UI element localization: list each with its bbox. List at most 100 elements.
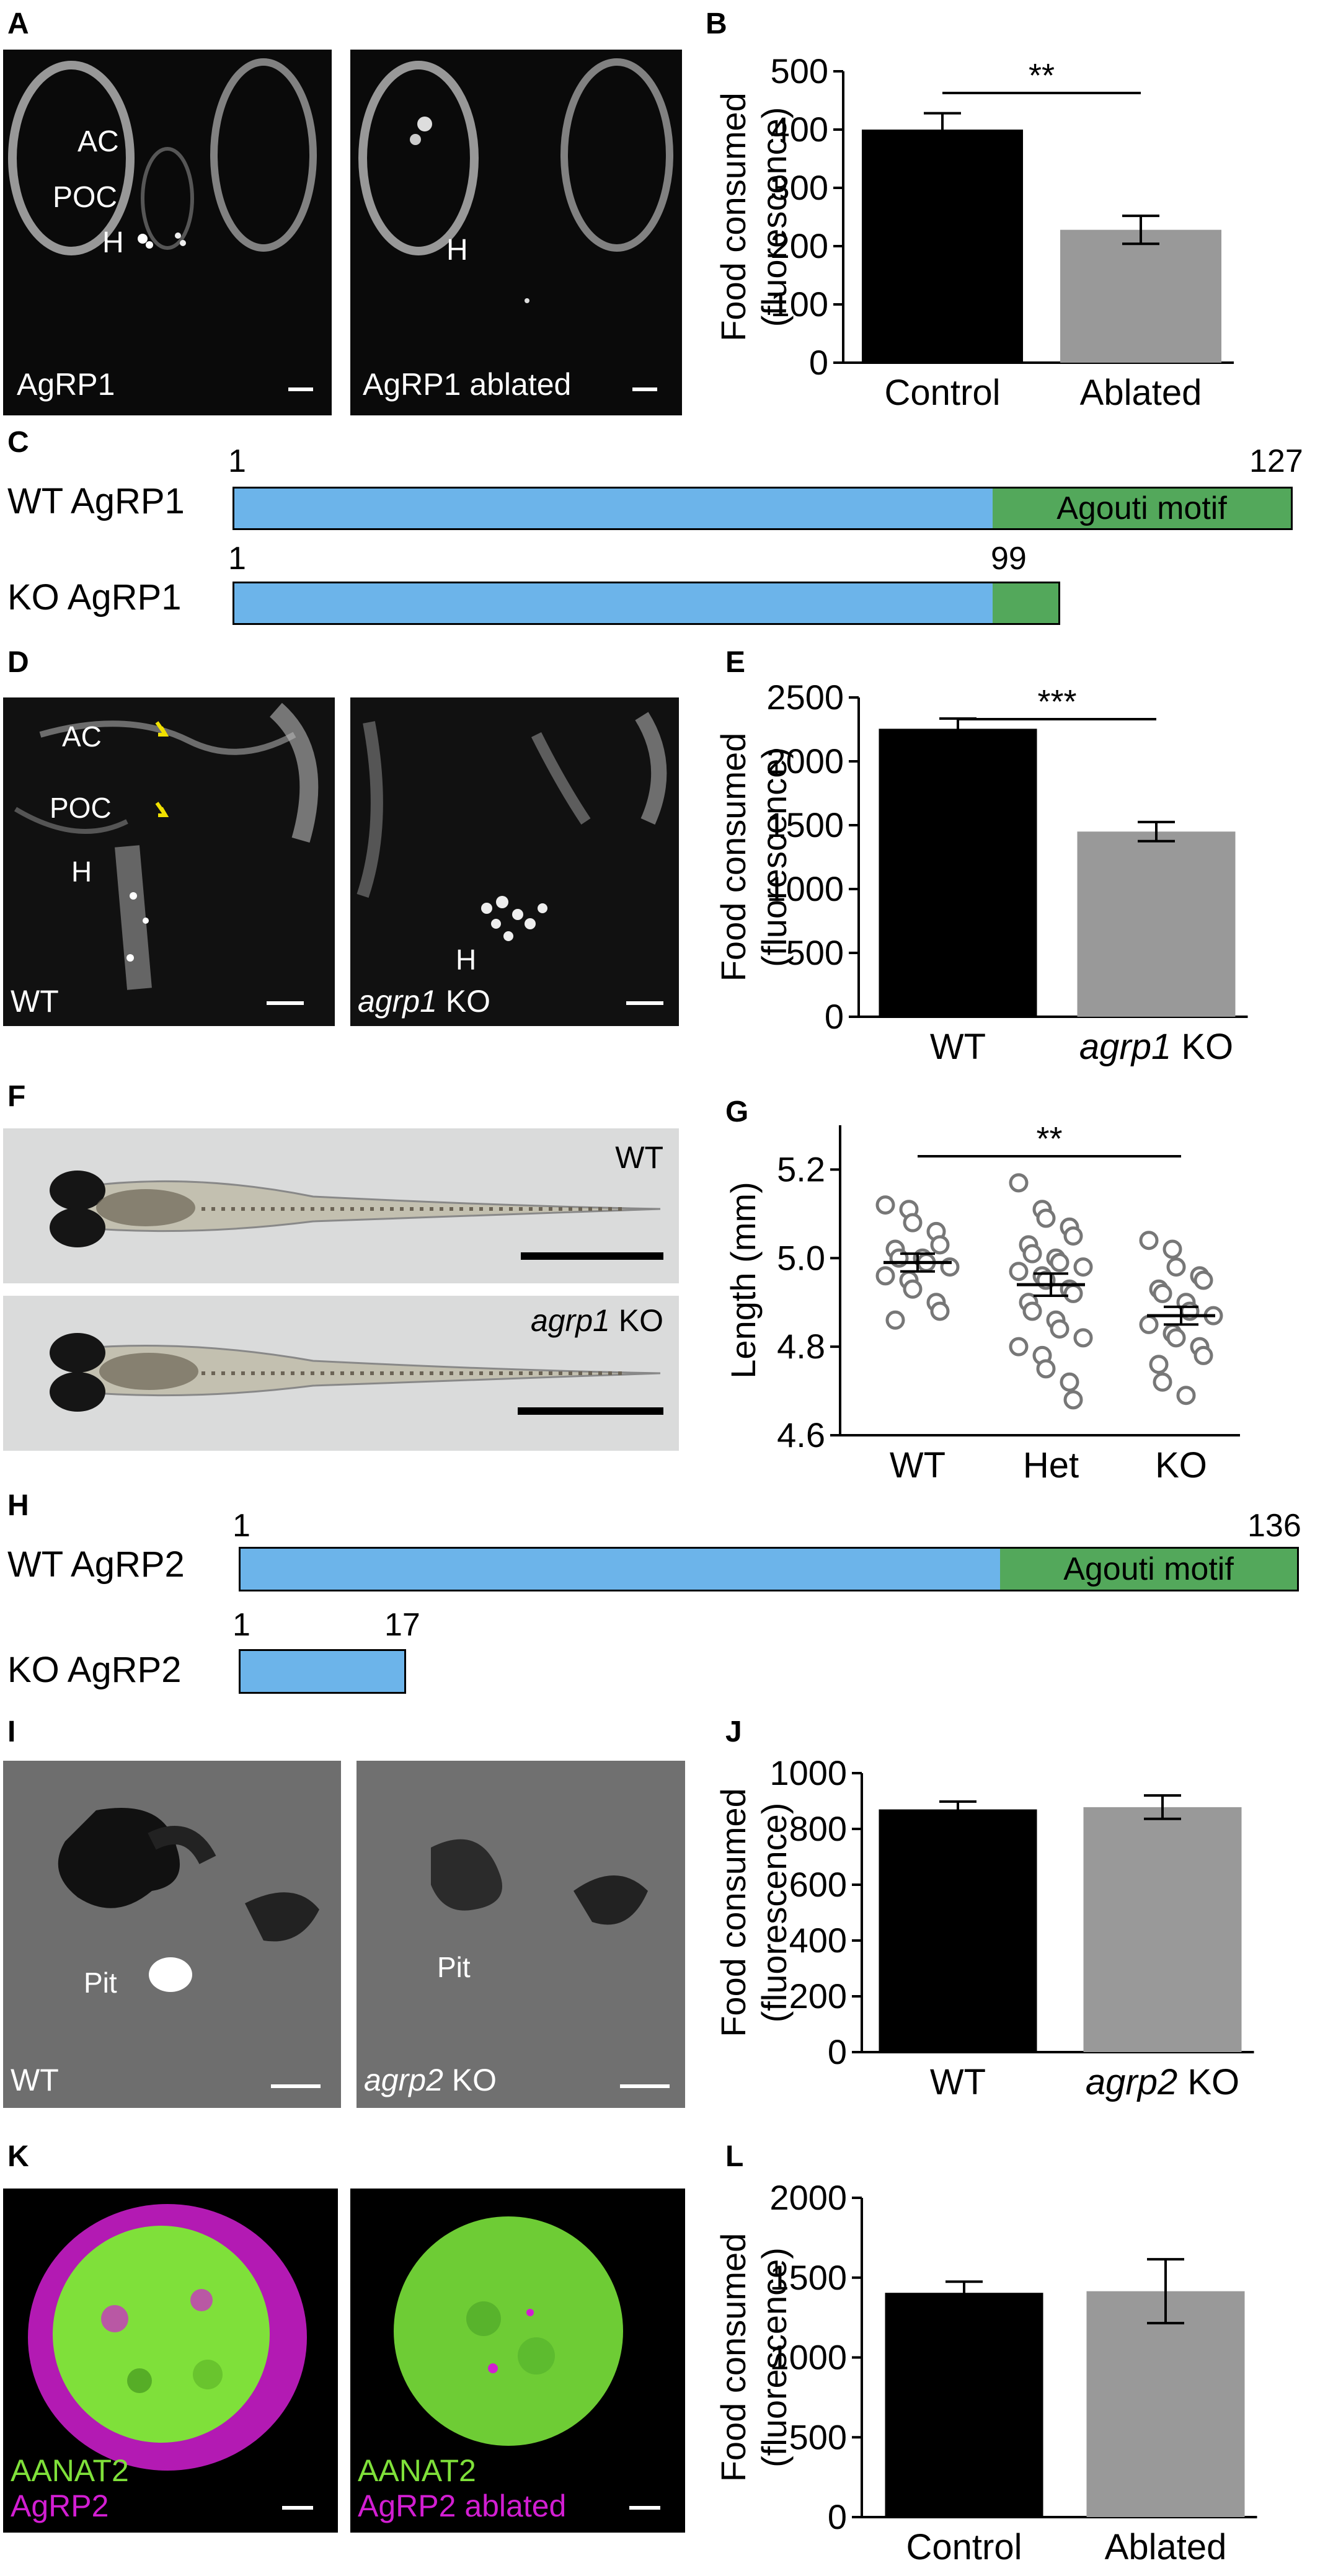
genotype-suffix: KO (1177, 2062, 1239, 2102)
label-pit: Pit (437, 1951, 471, 1983)
y-tick-label: 300 (771, 168, 828, 207)
construct-label-wt-agrp2: WT AgRP2 (7, 1544, 185, 1585)
y-tick-label: 2500 (766, 678, 844, 717)
scale-bar (629, 2506, 660, 2510)
y-axis-label-line: (fluorescence) (755, 747, 794, 967)
residue-start: 1 (228, 541, 246, 577)
gene-name: agrp1 (358, 984, 437, 1019)
caption-agrp1-ko: agrp1 KO (358, 986, 490, 1017)
data-point (1073, 1257, 1093, 1277)
panel-letter-i: I (7, 1715, 16, 1748)
panel-letter-f: F (7, 1080, 26, 1113)
panel-letter-l: L (725, 2140, 744, 2173)
significance-stars: ** (1029, 57, 1055, 94)
arrow-icon (155, 721, 169, 737)
y-tick-label: 100 (771, 285, 828, 324)
x-tick-label: agrp1 KO (1079, 1027, 1233, 1067)
data-point (903, 1213, 923, 1233)
label-agrp2: AgRP2 (11, 2489, 109, 2523)
data-point (903, 1279, 923, 1299)
genotype-suffix: KO (1171, 1027, 1233, 1067)
micrograph-agrp1-ablated: H AgRP1 ablated (350, 50, 682, 415)
y-axis-label-line: Food consumed (714, 92, 753, 342)
y-axis-label-line: (fluorescence) (755, 1803, 794, 2023)
data-point (1166, 1328, 1186, 1348)
panel-letter-j: J (725, 1715, 742, 1748)
y-tick-label: 4.6 (777, 1415, 825, 1454)
y-tick-label: 5.0 (777, 1238, 825, 1277)
data-point (1166, 1257, 1186, 1277)
y-tick-label: 200 (789, 1976, 847, 2016)
caption-wt: WT (11, 2063, 59, 2097)
label-ac: AC (78, 125, 119, 158)
y-tick-label: 200 (771, 226, 828, 265)
gene-name: agrp2 (1086, 2062, 1177, 2102)
y-tick-label: 1000 (769, 2338, 847, 2377)
larva-drawing (50, 1333, 661, 1412)
domain-bar-wt-agrp1: Agouti motif (232, 487, 1293, 530)
caption-wt: WT (615, 1140, 663, 1175)
scale-bar (288, 387, 313, 391)
y-axis-label-line: Food consumed (714, 1788, 753, 2037)
gene-name: agrp2 (364, 2063, 443, 2097)
data-point (1139, 1231, 1159, 1250)
caption-suffix: KO (609, 1303, 663, 1338)
scale-bar (518, 1407, 663, 1415)
caption-suffix: KO (443, 2063, 497, 2097)
micrograph-wt-pituitary: Pit WT (3, 1761, 341, 2108)
gene-name: agrp1 (1079, 1027, 1171, 1067)
residue-start: 1 (232, 1607, 250, 1643)
micrograph-pineal-agrp2-drawing (28, 2204, 307, 2471)
residue-end: 136 (1247, 1508, 1301, 1544)
micrograph-wt-drawing (14, 702, 319, 990)
scale-bar (271, 2084, 321, 2088)
residue-end: 99 (991, 541, 1027, 577)
chart-food-consumed-agrp1: 0 500 1000 1500 2000 2500 Food consumed(fluore… (714, 678, 1248, 1067)
y-tick-label: 0 (825, 997, 844, 1036)
y-axis-label-line: Length (mm) (724, 1182, 763, 1378)
micrograph-agrp1-ko-projections: H agrp1 KO (350, 697, 679, 1026)
bar (879, 728, 1037, 1017)
y-axis-label: Food consumed(fluorescence) (714, 733, 794, 982)
micrograph-wt-pituitary-drawing (58, 1808, 319, 1992)
panel-letter-b: B (706, 7, 727, 40)
micrograph-agrp2-ko-pituitary: Pit agrp2 KO (356, 1761, 685, 2108)
bar (1086, 2291, 1245, 2517)
data-point (1036, 1208, 1056, 1228)
n-terminal-region (241, 1549, 1000, 1590)
data-point (1073, 1328, 1093, 1348)
y-axis-label: Food consumed(fluorescence) (714, 92, 794, 342)
y-tick-label: 600 (789, 1865, 847, 1904)
label-agrp2-ablated: AgRP2 ablated (358, 2489, 567, 2523)
bar (1077, 831, 1236, 1017)
data-point (1022, 1244, 1042, 1264)
data-point (1060, 1372, 1079, 1392)
micrograph-ko-pituitary-drawing (431, 1839, 648, 1925)
domain-bar-ko-agrp2 (239, 1649, 406, 1694)
data-point (1036, 1359, 1056, 1379)
data-point (885, 1310, 905, 1330)
data-point (875, 1195, 895, 1215)
data-point (1022, 1301, 1042, 1321)
micrograph-agrp1: AC POC H AgRP1 (3, 50, 332, 415)
photo-wt-larva: WT (3, 1128, 679, 1283)
data-point (1009, 1262, 1029, 1281)
construct-label-ko-agrp1: KO AgRP1 (7, 577, 182, 617)
panel-letter-a: A (7, 7, 29, 40)
scale-bar (521, 1252, 663, 1260)
truncated-agouti-domain (993, 583, 1058, 623)
chart-larval-length: 4.6 4.8 5.0 5.2 Length (mm) WT Het KO ** (724, 1120, 1240, 1482)
caption-agrp1-ko: agrp1 KO (531, 1305, 663, 1336)
scale-bar (620, 2084, 670, 2088)
x-tick-label: KO (1155, 1445, 1207, 1482)
gene-name: agrp1 (530, 1303, 610, 1338)
y-tick-label: 2000 (766, 741, 844, 781)
caption-suffix: KO (436, 984, 491, 1019)
data-point (1153, 1283, 1172, 1303)
y-tick-label: 500 (786, 933, 844, 972)
y-tick-label: 0 (828, 2497, 847, 2536)
x-tick-label: WT (930, 1027, 986, 1067)
residue-end: 127 (1249, 443, 1303, 479)
